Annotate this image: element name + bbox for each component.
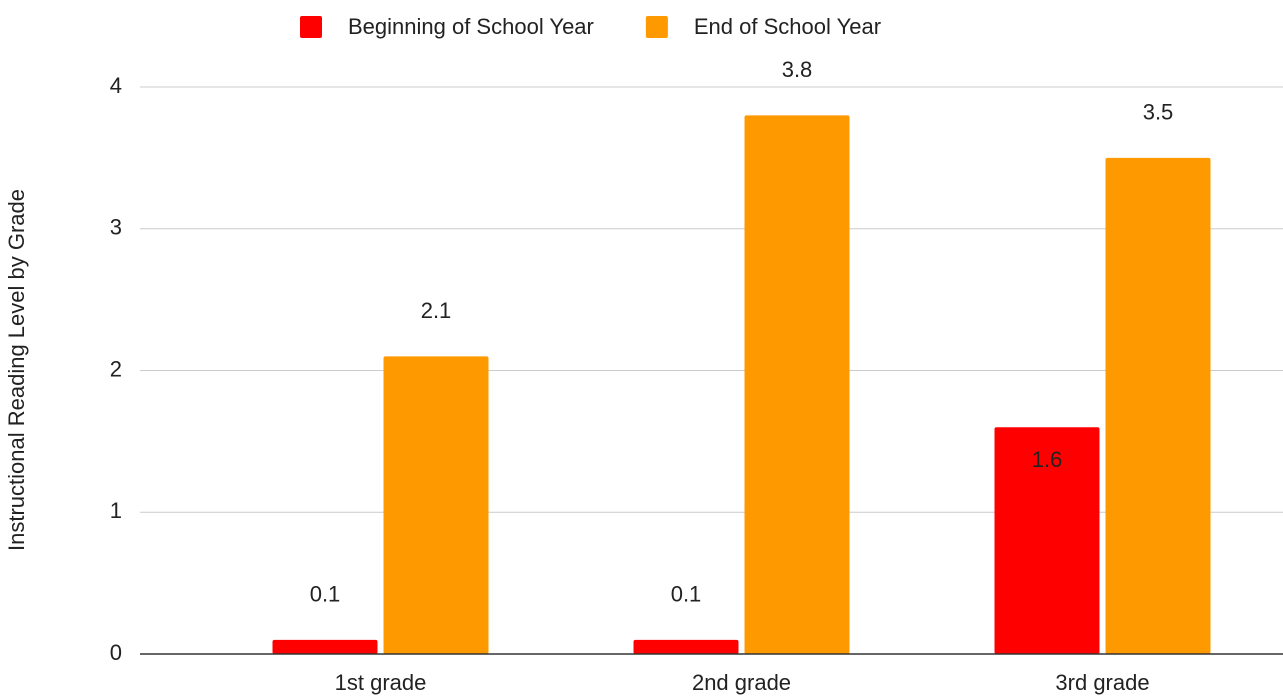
y-tick-label: 1 xyxy=(110,498,122,523)
y-tick-label: 3 xyxy=(110,215,122,240)
bar xyxy=(744,115,850,655)
legend-swatch xyxy=(645,16,668,38)
bar xyxy=(633,639,739,654)
legend-swatch xyxy=(300,16,322,38)
bar xyxy=(1105,157,1211,654)
data-label: 2.1 xyxy=(421,298,452,323)
y-tick-label: 2 xyxy=(110,356,122,381)
x-tick-label: 3rd grade xyxy=(1055,670,1149,695)
legend-label: Beginning of School Year xyxy=(348,14,594,39)
x-tick-label: 2nd grade xyxy=(692,670,791,695)
data-label: 3.8 xyxy=(782,57,813,82)
y-axis-label: Instructional Reading Level by Grade xyxy=(4,189,29,551)
data-label: 0.1 xyxy=(310,582,341,607)
legend-label: End of School Year xyxy=(694,14,881,39)
data-label: 1.6 xyxy=(1032,447,1063,472)
y-tick-label: 4 xyxy=(110,73,122,98)
data-label: 3.5 xyxy=(1143,100,1174,125)
y-tick-label: 0 xyxy=(110,640,122,665)
data-label: 0.1 xyxy=(671,582,702,607)
bar xyxy=(383,356,489,654)
x-tick-label: 1st grade xyxy=(335,670,427,695)
bar xyxy=(272,639,378,654)
bar xyxy=(994,427,1100,654)
